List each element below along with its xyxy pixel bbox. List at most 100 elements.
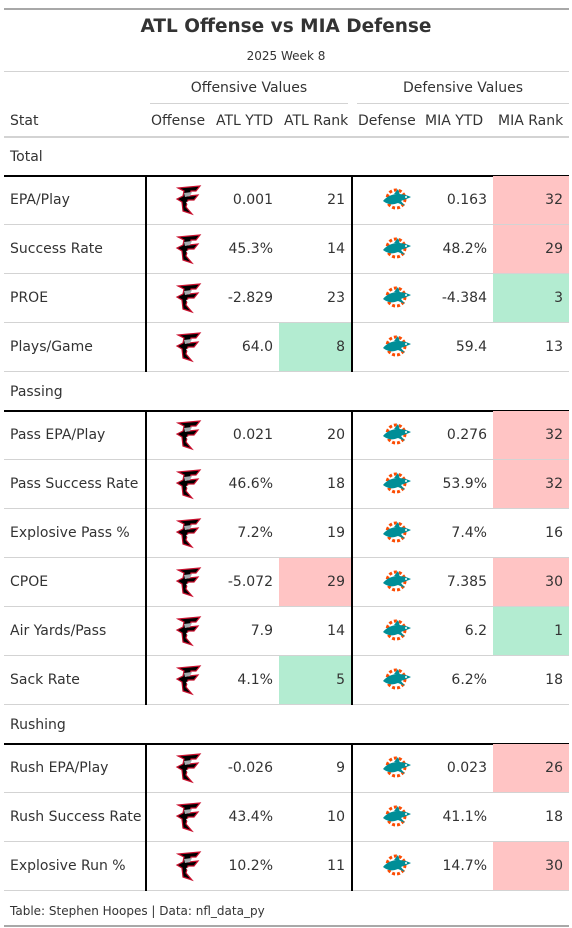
defensive-spanner-line bbox=[357, 103, 569, 104]
mia-rank-value: 32 bbox=[493, 176, 569, 225]
stat-label: PROE bbox=[10, 290, 49, 306]
table-row: Rush Success Rate 43.4% 10 41.1% 18 bbox=[4, 793, 569, 842]
mia-ytd-value: 48.2% bbox=[442, 241, 487, 257]
stat-label: Pass Success Rate bbox=[10, 476, 139, 492]
col-offense: Offense bbox=[151, 113, 206, 129]
atl-rank-value: 23 bbox=[327, 290, 345, 306]
mia-ytd-value: 6.2% bbox=[451, 672, 487, 688]
col-mia-ytd: MIA YTD bbox=[425, 113, 484, 129]
mia-ytd-value: 59.4 bbox=[455, 339, 487, 355]
col-defense: Defense bbox=[358, 113, 416, 129]
mia-rank-value: 13 bbox=[545, 339, 563, 355]
falcons-logo-icon bbox=[174, 517, 206, 549]
atl-ytd-value: 46.6% bbox=[228, 476, 273, 492]
atl-rank-value: 8 bbox=[279, 323, 351, 372]
dolphins-logo-icon bbox=[381, 468, 413, 500]
atl-rank-value: 19 bbox=[327, 525, 345, 541]
row-group-label: Rushing bbox=[10, 717, 66, 733]
row-divider bbox=[4, 371, 569, 372]
dolphins-logo-icon bbox=[381, 331, 413, 363]
offensive-spanner-line bbox=[150, 103, 348, 104]
mia-rank-value: 32 bbox=[493, 411, 569, 460]
row-group-label: Passing bbox=[10, 384, 63, 400]
row-divider bbox=[4, 508, 569, 509]
offense-column-border bbox=[145, 743, 147, 891]
mia-ytd-value: -4.384 bbox=[441, 290, 487, 306]
stat-label: Explosive Run % bbox=[10, 858, 126, 874]
atl-ytd-value: 64.0 bbox=[241, 339, 273, 355]
mia-rank-value: 3 bbox=[493, 274, 569, 323]
mia-rank-value: 1 bbox=[493, 607, 569, 656]
mia-ytd-value: 7.385 bbox=[446, 574, 487, 590]
stat-label: Rush EPA/Play bbox=[10, 760, 109, 776]
row-divider bbox=[4, 606, 569, 607]
defense-column-border bbox=[351, 175, 353, 372]
atl-ytd-value: 10.2% bbox=[228, 858, 273, 874]
table-title: ATL Offense vs MIA Defense bbox=[140, 16, 432, 37]
row-divider bbox=[4, 557, 569, 558]
header-rule bbox=[4, 71, 569, 72]
falcons-logo-icon bbox=[174, 184, 206, 216]
row-divider bbox=[4, 273, 569, 274]
falcons-logo-icon bbox=[174, 331, 206, 363]
group-top-border bbox=[4, 410, 569, 412]
falcons-logo-icon bbox=[174, 801, 206, 833]
stat-label: Sack Rate bbox=[10, 672, 80, 688]
atl-rank-value: 10 bbox=[327, 809, 345, 825]
table-row: Explosive Pass % 7.2% 19 7.4% 16 bbox=[4, 509, 569, 558]
falcons-logo-icon bbox=[174, 664, 206, 696]
table-row: Plays/Game 64.0 8 59.4 13 bbox=[4, 323, 569, 372]
mia-rank-value: 18 bbox=[545, 809, 563, 825]
row-divider bbox=[4, 890, 569, 891]
col-atl-ytd: ATL YTD bbox=[216, 113, 274, 129]
table-row: PROE -2.829 23 -4.384 3 bbox=[4, 274, 569, 323]
atl-rank-value: 20 bbox=[327, 427, 345, 443]
stat-label: Plays/Game bbox=[10, 339, 93, 355]
defensive-values-spanner: Defensive Values bbox=[402, 80, 524, 96]
group-top-border bbox=[4, 743, 569, 745]
row-divider bbox=[4, 459, 569, 460]
mia-ytd-value: 0.023 bbox=[446, 760, 487, 776]
table-row: EPA/Play 0.001 21 0.163 32 bbox=[4, 176, 569, 225]
dolphins-logo-icon bbox=[381, 282, 413, 314]
offense-column-border bbox=[145, 175, 147, 372]
atl-rank-value: 14 bbox=[327, 241, 345, 257]
atl-ytd-value: 4.1% bbox=[237, 672, 273, 688]
col-mia-rank: MIA Rank bbox=[498, 113, 564, 129]
col-atl-rank: ATL Rank bbox=[284, 113, 349, 129]
falcons-logo-icon bbox=[174, 850, 206, 882]
atl-rank-value: 11 bbox=[327, 858, 345, 874]
defense-column-border bbox=[351, 410, 353, 705]
mia-ytd-value: 41.1% bbox=[442, 809, 487, 825]
mia-ytd-value: 0.163 bbox=[446, 192, 487, 208]
top-rule bbox=[4, 8, 569, 10]
falcons-logo-icon bbox=[174, 419, 206, 451]
dolphins-logo-icon bbox=[381, 184, 413, 216]
mia-rank-value: 16 bbox=[545, 525, 563, 541]
offense-column-border bbox=[145, 410, 147, 705]
atl-rank-value: 14 bbox=[327, 623, 345, 639]
table-row: CPOE -5.072 29 7.385 30 bbox=[4, 558, 569, 607]
dolphins-logo-icon bbox=[381, 233, 413, 265]
column-header-rule bbox=[4, 136, 569, 138]
offensive-values-spanner: Offensive Values bbox=[190, 80, 308, 96]
mia-ytd-value: 53.9% bbox=[442, 476, 487, 492]
atl-ytd-value: 0.021 bbox=[232, 427, 273, 443]
row-divider bbox=[4, 792, 569, 793]
dolphins-logo-icon bbox=[381, 615, 413, 647]
table-row: Success Rate 45.3% 14 48.2% 29 bbox=[4, 225, 569, 274]
falcons-logo-icon bbox=[174, 233, 206, 265]
mia-ytd-value: 7.4% bbox=[451, 525, 487, 541]
row-divider bbox=[4, 841, 569, 842]
dolphins-logo-icon bbox=[381, 664, 413, 696]
falcons-logo-icon bbox=[174, 566, 206, 598]
table-row: Sack Rate 4.1% 5 6.2% 18 bbox=[4, 656, 569, 705]
atl-ytd-value: 45.3% bbox=[228, 241, 273, 257]
atl-rank-value: 29 bbox=[279, 558, 351, 607]
atl-ytd-value: 7.2% bbox=[237, 525, 273, 541]
stat-label: Pass EPA/Play bbox=[10, 427, 106, 443]
table-footer: Table: Stephen Hoopes | Data: nfl_data_p… bbox=[10, 904, 265, 918]
dolphins-logo-icon bbox=[381, 801, 413, 833]
stat-label: CPOE bbox=[10, 574, 49, 590]
table-row: Air Yards/Pass 7.9 14 6.2 1 bbox=[4, 607, 569, 656]
